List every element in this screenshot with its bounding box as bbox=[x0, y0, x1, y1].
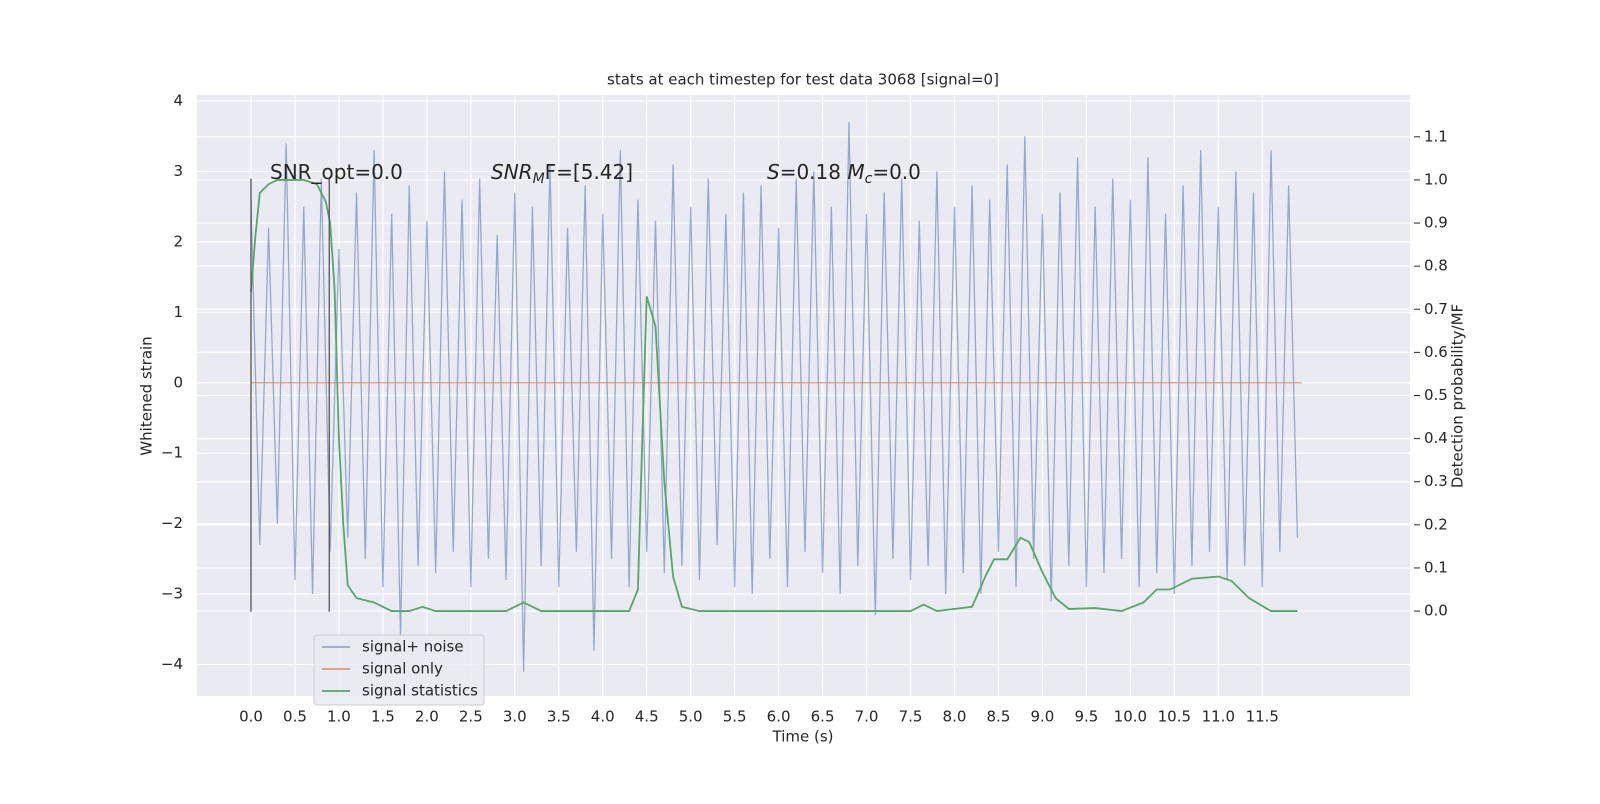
x-tick-label: 7.5 bbox=[899, 708, 923, 726]
y2-tick-label: 0.5 bbox=[1424, 386, 1448, 404]
y2-tick-label: 0.1 bbox=[1424, 558, 1448, 576]
y-tick-label: −3 bbox=[161, 585, 183, 603]
y2-tick-label: 0.9 bbox=[1424, 214, 1448, 232]
annotation-part: SNR_opt=0.0 bbox=[270, 160, 403, 184]
y-tick-label: 2 bbox=[173, 232, 183, 250]
y-tick-label: −1 bbox=[161, 444, 183, 462]
x-tick-label: 9.0 bbox=[1030, 708, 1054, 726]
x-tick-label: 7.0 bbox=[855, 708, 879, 726]
y2-tick-label: 0.4 bbox=[1424, 429, 1448, 447]
y2-axis-label: Detection probability/MF bbox=[1449, 304, 1467, 488]
y2-tick-label: 0.0 bbox=[1424, 602, 1448, 620]
x-tick-label: 0.5 bbox=[283, 708, 307, 726]
annotation-part: =0.0 bbox=[872, 160, 921, 184]
annotation-part: M bbox=[533, 171, 545, 187]
y2-tick-label: 0.3 bbox=[1424, 472, 1448, 490]
legend-box bbox=[313, 634, 485, 706]
x-tick-label: 4.0 bbox=[591, 708, 615, 726]
annotation: S=0.18 Mc=0.0 bbox=[767, 160, 921, 188]
grid bbox=[197, 95, 1410, 696]
x-tick-label: 10.5 bbox=[1158, 708, 1191, 726]
y2-tick-label: 0.6 bbox=[1424, 343, 1448, 361]
series-line bbox=[250, 179, 1298, 612]
y2-tick-label: 0.8 bbox=[1424, 257, 1448, 275]
x-tick-label: 2.5 bbox=[459, 708, 483, 726]
y-tick-label: 0 bbox=[173, 373, 183, 391]
y-tick-label: 3 bbox=[173, 162, 183, 180]
x-tick-label: 6.5 bbox=[811, 708, 835, 726]
legend: signal+ noise signal only signal statistic… bbox=[313, 634, 485, 706]
y-tick-label: −4 bbox=[161, 655, 183, 673]
y-axis-label: Whitened strain bbox=[138, 336, 156, 455]
y-tick-label: 1 bbox=[173, 303, 183, 321]
y-tick-label: −2 bbox=[161, 514, 183, 532]
x-tick-label: 1.0 bbox=[327, 708, 351, 726]
x-tick-label: 9.5 bbox=[1074, 708, 1098, 726]
annotation: SNR_opt=0.0 bbox=[270, 160, 403, 184]
legend-label: signal only bbox=[362, 660, 443, 678]
series-0 bbox=[250, 122, 1299, 672]
x-tick-label: 11.0 bbox=[1202, 708, 1235, 726]
annotation-part: S bbox=[767, 160, 780, 184]
annotation-part: c bbox=[865, 171, 873, 187]
x-tick-label: 11.5 bbox=[1246, 708, 1279, 726]
x-tick-label: 4.5 bbox=[635, 708, 659, 726]
x-tick-label: 8.0 bbox=[943, 708, 967, 726]
x-tick-label: 6.0 bbox=[767, 708, 791, 726]
x-tick-label: 3.5 bbox=[547, 708, 571, 726]
x-tick-label: 10.0 bbox=[1114, 708, 1147, 726]
y2-tick-label: 0.7 bbox=[1424, 300, 1448, 318]
annotation-part: SNR bbox=[491, 160, 533, 184]
annotation-part: M bbox=[847, 160, 864, 184]
legend-label: signal statistics bbox=[362, 682, 478, 700]
annotation-part: F=[5.42] bbox=[545, 160, 633, 184]
series-line bbox=[250, 122, 1299, 672]
x-tick-label: 5.5 bbox=[723, 708, 747, 726]
x-tick-label: 3.0 bbox=[503, 708, 527, 726]
x-tick-label: 1.5 bbox=[371, 708, 395, 726]
annotation: SNRMF=[5.42] bbox=[491, 160, 633, 188]
y2-tick-label: 1.1 bbox=[1424, 127, 1448, 145]
x-tick-label: 5.0 bbox=[679, 708, 703, 726]
x-tick-label: 0.0 bbox=[239, 708, 263, 726]
legend-label: signal+ noise bbox=[362, 638, 464, 656]
y-tick-label: 4 bbox=[173, 91, 183, 109]
y2-tick-label: 1.0 bbox=[1424, 170, 1448, 188]
x-axis-label: Time (s) bbox=[772, 728, 834, 746]
series-2 bbox=[250, 179, 1298, 612]
x-tick-label: 8.5 bbox=[987, 708, 1011, 726]
annotation-part: =0.18 bbox=[780, 160, 848, 184]
chart-title: stats at each timestep for test data 306… bbox=[607, 71, 999, 89]
y2-tick-label: 0.2 bbox=[1424, 515, 1448, 533]
x-tick-label: 2.0 bbox=[415, 708, 439, 726]
